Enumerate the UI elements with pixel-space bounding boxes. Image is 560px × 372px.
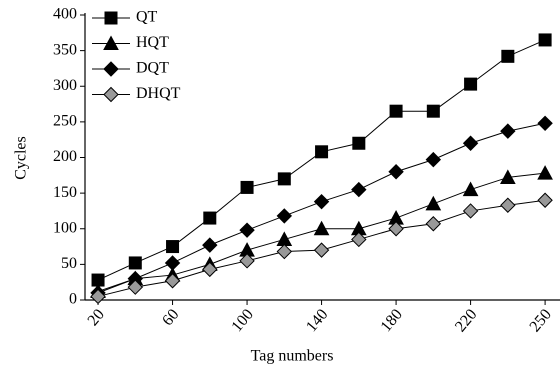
data-point [203, 211, 217, 225]
data-point [202, 261, 218, 278]
data-point [464, 77, 478, 91]
data-point [425, 216, 442, 232]
data-point [501, 49, 515, 63]
data-point [462, 181, 479, 197]
data-point [537, 192, 553, 208]
data-point [276, 231, 293, 246]
data-point [166, 240, 180, 254]
data-point [239, 222, 255, 238]
y-tick-label: 300 [53, 77, 77, 94]
x-tick-label: 180 [378, 306, 406, 335]
data-point [500, 197, 516, 213]
y-tick-label: 100 [53, 219, 77, 236]
data-point [462, 135, 479, 151]
x-tick-label: 140 [303, 306, 331, 335]
data-point [90, 288, 106, 305]
data-point [164, 273, 181, 289]
legend-marker [104, 11, 118, 25]
legend-marker [103, 61, 119, 77]
data-point [425, 151, 442, 168]
x-tick-label: 250 [527, 306, 555, 335]
data-point [240, 180, 254, 194]
data-point [351, 231, 367, 248]
data-point [315, 145, 329, 159]
x-axis-label: Tag numbers [251, 348, 334, 365]
y-tick-label: 350 [53, 41, 77, 58]
y-tick-label: 250 [53, 113, 77, 130]
legend-label: HQT [136, 34, 169, 51]
legend-marker [103, 86, 119, 103]
data-point [128, 256, 142, 270]
data-point [389, 104, 403, 118]
data-point [313, 193, 330, 210]
data-point [425, 195, 442, 211]
x-tick-label: 20 [85, 306, 108, 329]
data-point [202, 237, 218, 253]
y-tick-label: 0 [69, 291, 77, 308]
legend-label: DHQT [136, 85, 181, 102]
x-tick-label: 100 [228, 306, 256, 335]
data-point [388, 164, 404, 180]
data-point [500, 169, 516, 184]
legend-marker [103, 35, 119, 50]
data-point [537, 115, 553, 132]
data-point [239, 253, 255, 269]
x-tick-label: 220 [452, 306, 480, 335]
data-point [537, 165, 553, 180]
x-tick-label: 60 [159, 306, 182, 329]
data-point [352, 136, 366, 150]
legend-label: QT [136, 9, 158, 26]
data-point [351, 181, 367, 198]
legend-label: DQT [136, 60, 169, 77]
data-point [313, 242, 330, 258]
data-point [462, 203, 479, 219]
data-point [276, 243, 293, 260]
y-tick-label: 150 [53, 184, 77, 201]
data-point [164, 255, 181, 271]
data-point [500, 123, 516, 139]
data-point [277, 172, 291, 186]
data-point [313, 220, 330, 236]
data-point [426, 104, 440, 118]
data-point [276, 208, 293, 224]
data-point [127, 279, 144, 295]
y-tick-label: 400 [53, 6, 77, 23]
data-point [388, 221, 404, 237]
y-tick-label: 200 [53, 148, 77, 165]
data-point [538, 33, 552, 47]
y-tick-label: 50 [61, 255, 77, 272]
y-axis-label: Cycles [13, 136, 30, 180]
